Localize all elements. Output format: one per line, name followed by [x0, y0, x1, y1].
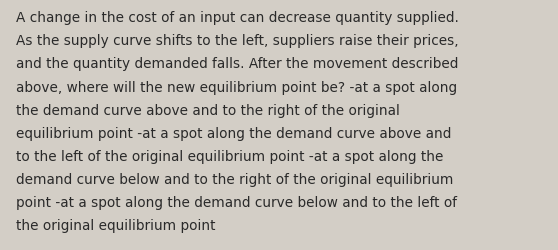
- Text: to the left of the original equilibrium point -at a spot along the: to the left of the original equilibrium …: [16, 149, 443, 163]
- Text: A change in the cost of an input can decrease quantity supplied.: A change in the cost of an input can dec…: [16, 11, 459, 25]
- Text: above, where will the new equilibrium point be? -at a spot along: above, where will the new equilibrium po…: [16, 80, 457, 94]
- Text: equilibrium point -at a spot along the demand curve above and: equilibrium point -at a spot along the d…: [16, 126, 451, 140]
- Text: the demand curve above and to the right of the original: the demand curve above and to the right …: [16, 103, 400, 117]
- Text: point -at a spot along the demand curve below and to the left of: point -at a spot along the demand curve …: [16, 195, 456, 209]
- Text: As the supply curve shifts to the left, suppliers raise their prices,: As the supply curve shifts to the left, …: [16, 34, 458, 48]
- Text: demand curve below and to the right of the original equilibrium: demand curve below and to the right of t…: [16, 172, 453, 186]
- Text: and the quantity demanded falls. After the movement described: and the quantity demanded falls. After t…: [16, 57, 458, 71]
- Text: the original equilibrium point: the original equilibrium point: [16, 218, 215, 232]
